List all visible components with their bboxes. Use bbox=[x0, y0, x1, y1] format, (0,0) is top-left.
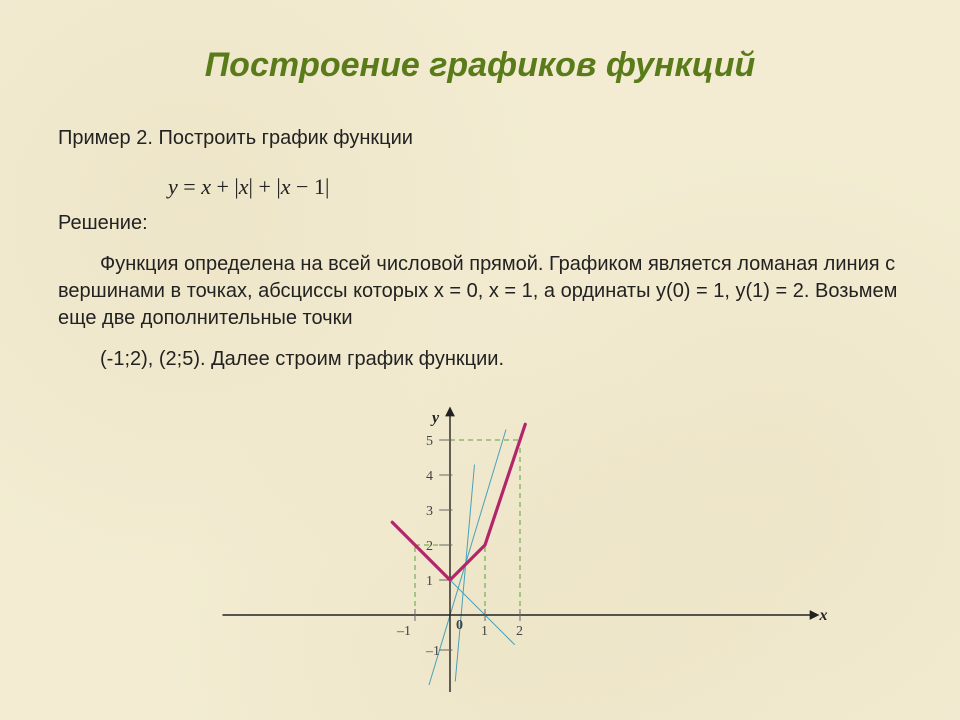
svg-text:–1: –1 bbox=[396, 624, 411, 639]
example-label: Пример 2. Построить график функции bbox=[58, 125, 902, 152]
chart-svg: x y 0 –1 1 2 –1 1 2 3 4 5 bbox=[190, 388, 830, 708]
svg-text:5: 5 bbox=[426, 434, 433, 449]
page-title: Построение графиков функций bbox=[0, 0, 960, 85]
body-text: Пример 2. Построить график функции y = x… bbox=[0, 85, 960, 373]
formula: y = x + |x| + |x − 1| bbox=[58, 166, 902, 210]
svg-text:3: 3 bbox=[426, 504, 433, 519]
svg-text:–1: –1 bbox=[425, 644, 440, 659]
paragraph-1: Функция определена на всей числовой прям… bbox=[58, 251, 902, 332]
svg-text:y: y bbox=[430, 410, 440, 427]
svg-text:0: 0 bbox=[456, 618, 463, 633]
paragraph-2: (-1;2), (2;5). Далее строим график функц… bbox=[58, 346, 902, 373]
slide: Построение графиков функций Пример 2. По… bbox=[0, 0, 960, 720]
svg-text:4: 4 bbox=[426, 469, 433, 484]
svg-text:1: 1 bbox=[481, 624, 488, 639]
svg-text:2: 2 bbox=[516, 624, 523, 639]
svg-text:2: 2 bbox=[426, 539, 433, 554]
chart: x y 0 –1 1 2 –1 1 2 3 4 5 bbox=[190, 388, 830, 708]
svg-text:x: x bbox=[819, 607, 828, 624]
svg-text:1: 1 bbox=[426, 574, 433, 589]
solution-label: Решение: bbox=[58, 210, 902, 237]
